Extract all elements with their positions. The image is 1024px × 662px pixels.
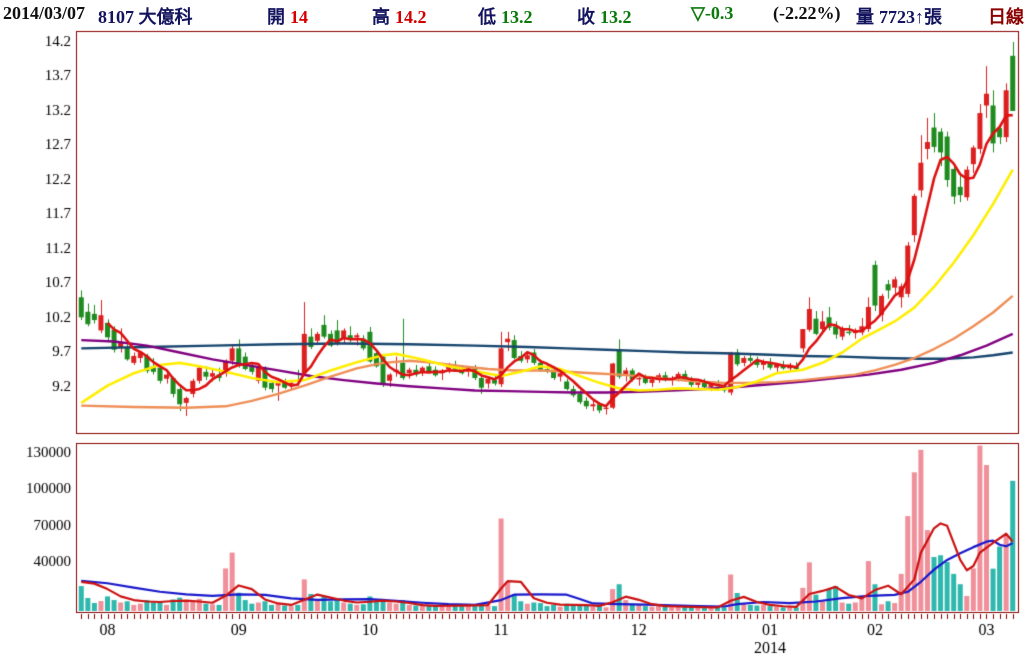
change-percent: (-2.22%) bbox=[773, 3, 841, 23]
high-value: 14.2 bbox=[395, 7, 427, 27]
high-pair: 高 14.2 bbox=[372, 3, 427, 27]
low-value: 13.2 bbox=[501, 7, 533, 27]
stock-code-name: 8107 大億科 bbox=[98, 7, 193, 27]
close-pair: 收 13.2 bbox=[577, 3, 632, 27]
change-value: ▽-0.3 bbox=[691, 3, 734, 23]
volume-value: 7723↑張 bbox=[879, 7, 942, 27]
open-value: 14 bbox=[290, 7, 308, 27]
open-pair: 開 14 bbox=[267, 3, 308, 27]
close-label: 收 bbox=[577, 7, 595, 27]
quote-date: 2014/03/07 bbox=[3, 3, 86, 23]
low-label: 低 bbox=[478, 7, 496, 27]
volume-pair: 量 7723↑張 bbox=[856, 3, 942, 27]
high-label: 高 bbox=[372, 7, 390, 27]
close-value: 13.2 bbox=[600, 7, 632, 27]
low-pair: 低 13.2 bbox=[478, 3, 533, 27]
open-label: 開 bbox=[267, 7, 285, 27]
period-label[interactable]: 日線 bbox=[988, 7, 1024, 27]
volume-label: 量 bbox=[856, 7, 874, 27]
